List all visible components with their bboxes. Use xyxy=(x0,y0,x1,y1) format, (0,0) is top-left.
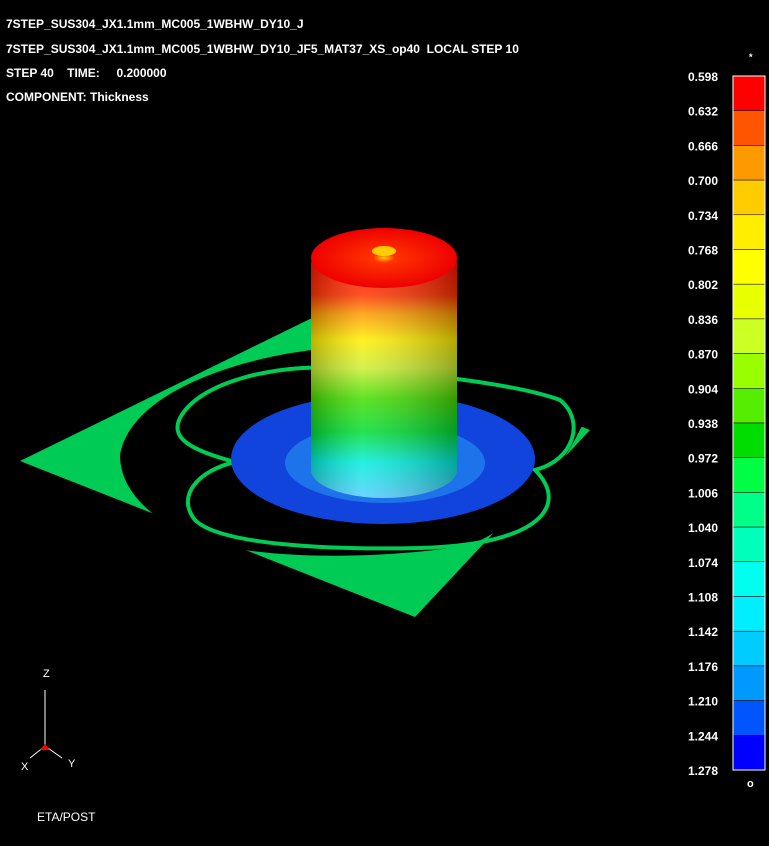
legend-label: 0.972 xyxy=(688,452,718,466)
legend-label: 1.176 xyxy=(688,660,718,674)
cylinder-shade xyxy=(311,262,457,498)
legend-label: 0.598 xyxy=(688,70,718,84)
legend-label: 1.006 xyxy=(688,486,718,500)
app-name: ETA/POST xyxy=(37,810,96,824)
legend-top-marker: * xyxy=(749,52,753,62)
legend-label: 1.108 xyxy=(688,591,718,605)
legend-label: 0.734 xyxy=(688,209,718,223)
legend-swatch xyxy=(732,75,766,111)
axis-label: X xyxy=(21,761,29,773)
legend-swatch xyxy=(732,283,766,320)
model xyxy=(20,228,590,617)
legend-swatch xyxy=(732,214,766,250)
header-line: 7STEP_SUS304_JX1.1mm_MC005_1WBHW_DY10_JF… xyxy=(6,42,519,56)
legend-swatch xyxy=(732,353,766,389)
header-line: STEP 40 TIME: 0.200000 xyxy=(6,66,167,80)
legend-swatch xyxy=(732,422,766,458)
legend-label: 1.210 xyxy=(688,695,718,709)
cylinder-top xyxy=(311,228,457,288)
legend-swatch xyxy=(732,492,766,528)
legend-swatch xyxy=(732,110,766,146)
legend-swatch xyxy=(732,457,766,493)
header-line: 7STEP_SUS304_JX1.1mm_MC005_1WBHW_DY10_J xyxy=(6,17,304,31)
legend-label: 0.904 xyxy=(688,382,718,396)
legend-swatch xyxy=(732,318,766,354)
legend-bottom-marker: o xyxy=(747,778,754,790)
legend-label: 0.768 xyxy=(688,244,718,258)
legend-swatch xyxy=(732,249,766,285)
triad-origin xyxy=(40,744,50,750)
legend-label: 0.666 xyxy=(688,139,718,153)
legend-swatch xyxy=(732,630,766,667)
header-line: COMPONENT: Thickness xyxy=(6,90,149,104)
legend-label: 1.074 xyxy=(688,556,718,570)
legend-label: 0.632 xyxy=(688,105,718,119)
legend-swatch xyxy=(732,388,766,424)
legend-label: 1.278 xyxy=(688,764,718,778)
legend-swatch xyxy=(732,596,766,632)
legend-swatch xyxy=(732,700,766,736)
top-center xyxy=(372,246,396,256)
legend-swatch xyxy=(732,179,766,216)
legend-label: 1.142 xyxy=(688,625,718,639)
legend-swatch xyxy=(732,145,766,181)
legend-border xyxy=(732,75,766,771)
axis-label: Y xyxy=(68,758,76,770)
legend-label: 0.836 xyxy=(688,313,718,327)
legend-label: 1.040 xyxy=(688,521,718,535)
legend-swatch xyxy=(732,735,766,771)
legend-swatch xyxy=(732,665,766,701)
legend-label: 0.938 xyxy=(688,417,718,431)
legend-label: 0.802 xyxy=(688,278,718,292)
legend: * o 0.598 0.632 0.666 0.700 0.734 0.768 0.802 0… xyxy=(688,52,766,790)
axis-triad: Z X Y xyxy=(21,668,76,773)
legend-label: 0.700 xyxy=(688,174,718,188)
legend-label: 1.244 xyxy=(688,729,718,743)
legend-swatch xyxy=(732,526,766,563)
legend-label: 0.870 xyxy=(688,348,718,362)
axis-label: Z xyxy=(43,668,50,680)
legend-swatch xyxy=(732,561,766,597)
